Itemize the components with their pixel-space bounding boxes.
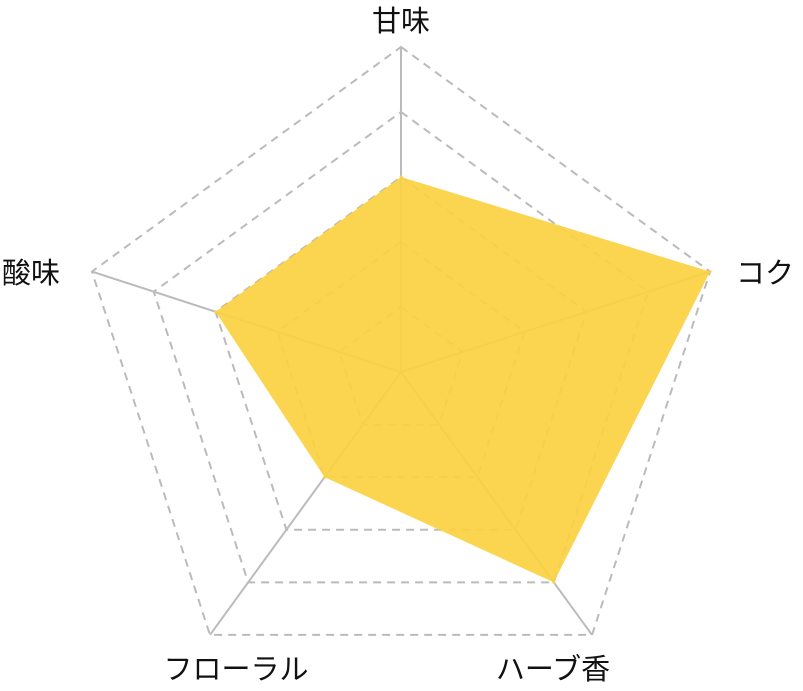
axis-label-sweetness: 甘味 <box>372 4 430 38</box>
axis-label-acidity: 酸味 <box>2 256 60 290</box>
data-point-1 <box>708 270 712 274</box>
radar-labels: 甘味 コク ハーブ香 フローラル 酸味 <box>2 4 794 686</box>
data-point-2 <box>552 580 556 584</box>
data-point-0 <box>399 175 403 179</box>
data-point-3 <box>323 475 327 479</box>
grid-ring-5 <box>90 45 712 636</box>
radar-series <box>214 175 712 584</box>
axis-label-floral: フローラル <box>163 652 308 686</box>
axis-label-herbal: ハーブ香 <box>496 652 610 686</box>
axis-label-body: コク <box>736 256 794 290</box>
data-point-4 <box>214 310 218 314</box>
series-area-0 <box>215 177 711 583</box>
